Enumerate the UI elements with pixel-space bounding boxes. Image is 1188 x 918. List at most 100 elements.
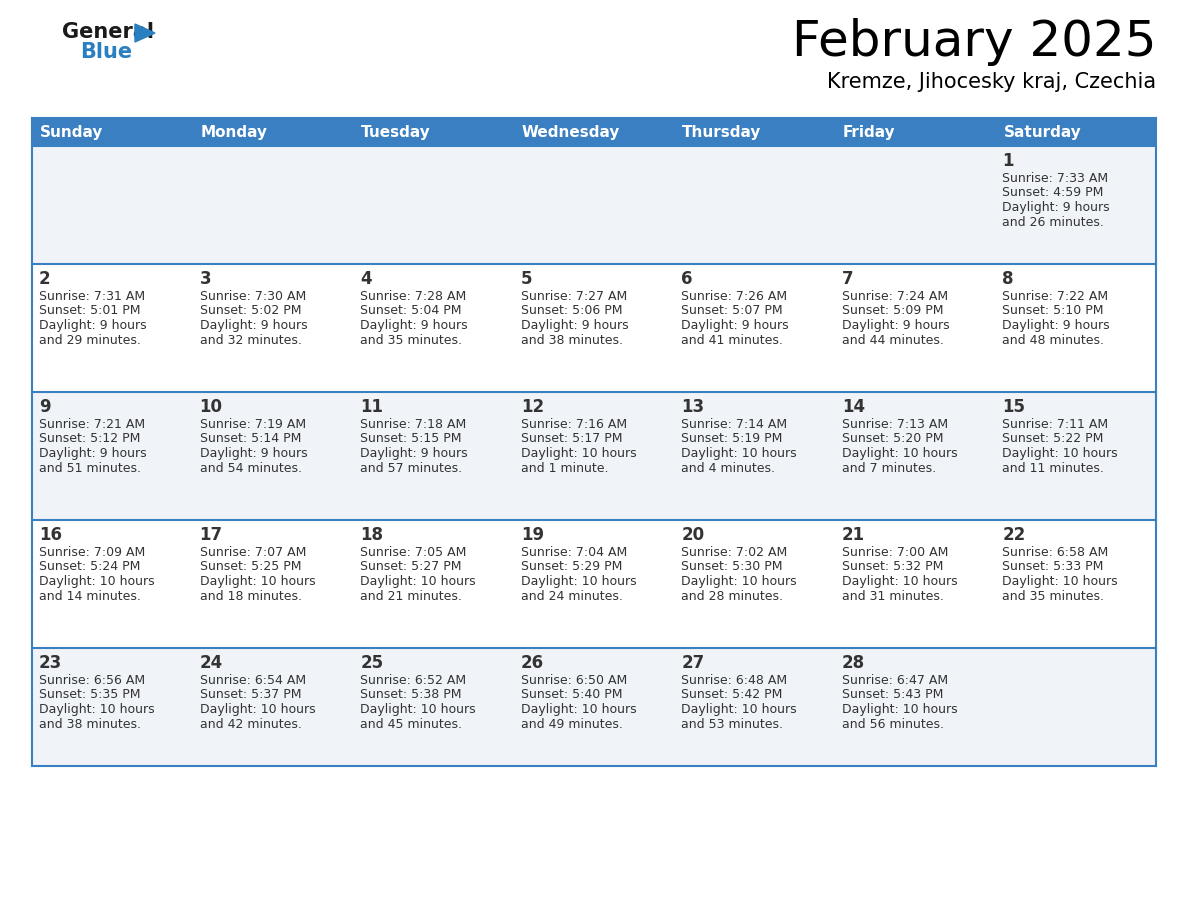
Text: Sunset: 5:07 PM: Sunset: 5:07 PM — [681, 305, 783, 318]
Text: Sunrise: 6:52 AM: Sunrise: 6:52 AM — [360, 674, 466, 687]
Text: Daylight: 10 hours: Daylight: 10 hours — [39, 575, 154, 588]
Text: Daylight: 10 hours: Daylight: 10 hours — [200, 703, 315, 716]
Text: Kremze, Jihocesky kraj, Czechia: Kremze, Jihocesky kraj, Czechia — [827, 72, 1156, 92]
Text: Daylight: 9 hours: Daylight: 9 hours — [1003, 319, 1110, 332]
Text: 13: 13 — [681, 398, 704, 416]
Text: 4: 4 — [360, 270, 372, 288]
Text: Tuesday: Tuesday — [361, 125, 431, 140]
Text: Sunrise: 7:09 AM: Sunrise: 7:09 AM — [39, 546, 145, 559]
Text: Monday: Monday — [201, 125, 267, 140]
Text: Daylight: 9 hours: Daylight: 9 hours — [681, 319, 789, 332]
Text: 9: 9 — [39, 398, 51, 416]
Text: Daylight: 10 hours: Daylight: 10 hours — [842, 447, 958, 460]
Text: Sunrise: 7:18 AM: Sunrise: 7:18 AM — [360, 418, 467, 431]
Text: 25: 25 — [360, 654, 384, 672]
Text: 8: 8 — [1003, 270, 1013, 288]
Bar — [32, 118, 192, 146]
Text: Daylight: 10 hours: Daylight: 10 hours — [842, 703, 958, 716]
Text: 27: 27 — [681, 654, 704, 672]
Text: and 48 minutes.: and 48 minutes. — [1003, 333, 1105, 346]
Text: Sunrise: 7:33 AM: Sunrise: 7:33 AM — [1003, 172, 1108, 185]
Text: Sunset: 5:43 PM: Sunset: 5:43 PM — [842, 688, 943, 701]
Text: Sunset: 5:37 PM: Sunset: 5:37 PM — [200, 688, 301, 701]
Text: Sunrise: 7:30 AM: Sunrise: 7:30 AM — [200, 290, 305, 303]
Text: and 11 minutes.: and 11 minutes. — [1003, 462, 1105, 475]
Text: Sunrise: 7:19 AM: Sunrise: 7:19 AM — [200, 418, 305, 431]
Text: Sunset: 5:42 PM: Sunset: 5:42 PM — [681, 688, 783, 701]
Text: Friday: Friday — [842, 125, 896, 140]
Text: and 21 minutes.: and 21 minutes. — [360, 589, 462, 602]
Text: Sunset: 5:12 PM: Sunset: 5:12 PM — [39, 432, 140, 445]
Text: 17: 17 — [200, 526, 222, 544]
Text: Sunrise: 6:56 AM: Sunrise: 6:56 AM — [39, 674, 145, 687]
Text: and 54 minutes.: and 54 minutes. — [200, 462, 302, 475]
Text: 28: 28 — [842, 654, 865, 672]
Bar — [996, 118, 1156, 146]
Text: Sunrise: 7:05 AM: Sunrise: 7:05 AM — [360, 546, 467, 559]
Text: Sunset: 5:17 PM: Sunset: 5:17 PM — [520, 432, 623, 445]
Text: and 44 minutes.: and 44 minutes. — [842, 333, 943, 346]
Text: Sunrise: 7:16 AM: Sunrise: 7:16 AM — [520, 418, 627, 431]
Text: 23: 23 — [39, 654, 62, 672]
Text: Saturday: Saturday — [1004, 125, 1081, 140]
Text: Daylight: 10 hours: Daylight: 10 hours — [360, 575, 475, 588]
Text: Daylight: 9 hours: Daylight: 9 hours — [200, 447, 308, 460]
Text: Daylight: 9 hours: Daylight: 9 hours — [200, 319, 308, 332]
Text: Sunset: 5:04 PM: Sunset: 5:04 PM — [360, 305, 462, 318]
Text: Thursday: Thursday — [682, 125, 762, 140]
Text: Sunrise: 7:07 AM: Sunrise: 7:07 AM — [200, 546, 307, 559]
Text: 3: 3 — [200, 270, 211, 288]
Text: Daylight: 10 hours: Daylight: 10 hours — [360, 703, 475, 716]
Text: and 57 minutes.: and 57 minutes. — [360, 462, 462, 475]
Text: Daylight: 10 hours: Daylight: 10 hours — [520, 703, 637, 716]
Text: and 26 minutes.: and 26 minutes. — [1003, 216, 1105, 229]
Text: and 53 minutes.: and 53 minutes. — [681, 718, 783, 731]
Text: Daylight: 10 hours: Daylight: 10 hours — [39, 703, 154, 716]
Text: Sunrise: 7:00 AM: Sunrise: 7:00 AM — [842, 546, 948, 559]
Text: Daylight: 9 hours: Daylight: 9 hours — [39, 447, 146, 460]
Bar — [513, 118, 675, 146]
Text: and 42 minutes.: and 42 minutes. — [200, 718, 302, 731]
Bar — [835, 118, 996, 146]
Text: 15: 15 — [1003, 398, 1025, 416]
Text: and 24 minutes.: and 24 minutes. — [520, 589, 623, 602]
Text: February 2025: February 2025 — [791, 18, 1156, 66]
Text: Sunrise: 7:24 AM: Sunrise: 7:24 AM — [842, 290, 948, 303]
Text: and 51 minutes.: and 51 minutes. — [39, 462, 141, 475]
Bar — [675, 118, 835, 146]
Text: Daylight: 10 hours: Daylight: 10 hours — [520, 575, 637, 588]
Text: Sunset: 5:33 PM: Sunset: 5:33 PM — [1003, 561, 1104, 574]
Text: 16: 16 — [39, 526, 62, 544]
Text: 14: 14 — [842, 398, 865, 416]
Text: and 38 minutes.: and 38 minutes. — [520, 333, 623, 346]
Text: and 35 minutes.: and 35 minutes. — [1003, 589, 1105, 602]
Text: 18: 18 — [360, 526, 384, 544]
Text: and 4 minutes.: and 4 minutes. — [681, 462, 776, 475]
Text: and 14 minutes.: and 14 minutes. — [39, 589, 141, 602]
Text: Daylight: 10 hours: Daylight: 10 hours — [681, 703, 797, 716]
Text: 20: 20 — [681, 526, 704, 544]
Text: and 1 minute.: and 1 minute. — [520, 462, 608, 475]
Text: 24: 24 — [200, 654, 223, 672]
Text: Sunset: 4:59 PM: Sunset: 4:59 PM — [1003, 186, 1104, 199]
Text: Sunset: 5:29 PM: Sunset: 5:29 PM — [520, 561, 623, 574]
Bar — [32, 520, 1156, 648]
Text: 22: 22 — [1003, 526, 1025, 544]
Text: Sunrise: 7:04 AM: Sunrise: 7:04 AM — [520, 546, 627, 559]
Text: and 49 minutes.: and 49 minutes. — [520, 718, 623, 731]
Text: Daylight: 9 hours: Daylight: 9 hours — [520, 319, 628, 332]
Text: Daylight: 9 hours: Daylight: 9 hours — [360, 447, 468, 460]
Text: Sunrise: 6:50 AM: Sunrise: 6:50 AM — [520, 674, 627, 687]
Text: 6: 6 — [681, 270, 693, 288]
Text: Sunrise: 7:13 AM: Sunrise: 7:13 AM — [842, 418, 948, 431]
Text: Wednesday: Wednesday — [522, 125, 620, 140]
Text: Sunset: 5:06 PM: Sunset: 5:06 PM — [520, 305, 623, 318]
Text: Sunset: 5:22 PM: Sunset: 5:22 PM — [1003, 432, 1104, 445]
Text: Sunset: 5:38 PM: Sunset: 5:38 PM — [360, 688, 462, 701]
Text: and 35 minutes.: and 35 minutes. — [360, 333, 462, 346]
Text: Daylight: 9 hours: Daylight: 9 hours — [39, 319, 146, 332]
Text: 12: 12 — [520, 398, 544, 416]
Bar — [353, 118, 513, 146]
Bar — [32, 392, 1156, 520]
Text: and 32 minutes.: and 32 minutes. — [200, 333, 302, 346]
